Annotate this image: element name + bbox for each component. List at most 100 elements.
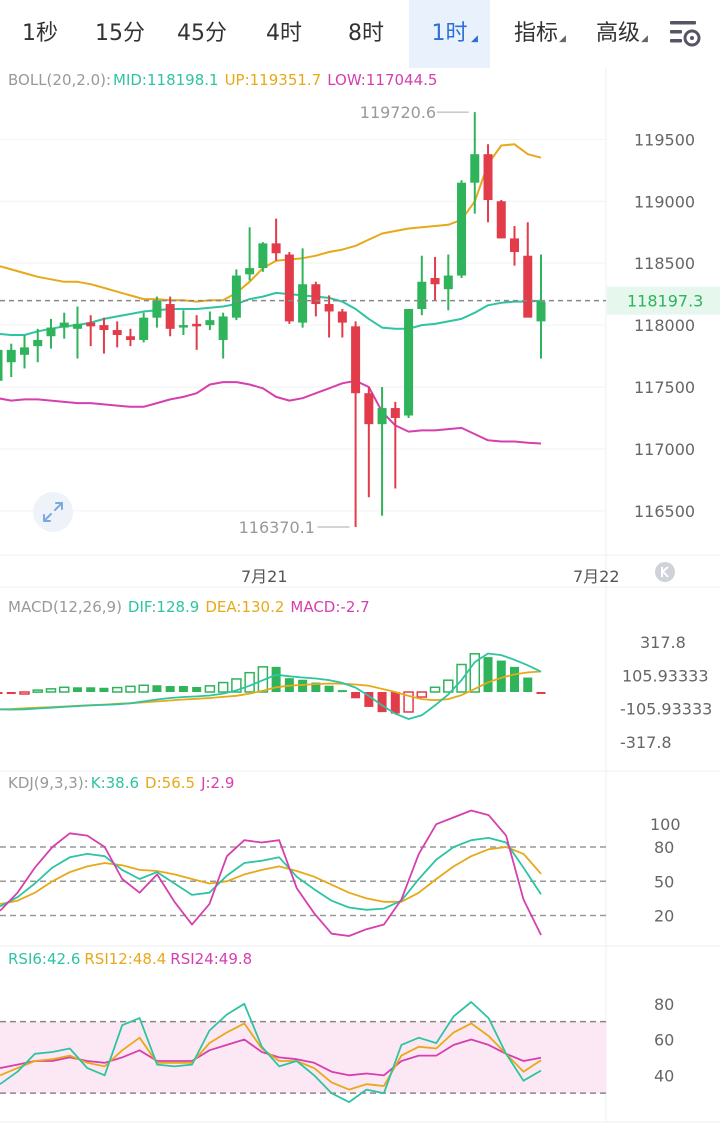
bull-candle (258, 243, 268, 269)
tab-4h[interactable]: 4时 (249, 0, 319, 68)
macd-histogram-bar (231, 678, 242, 693)
macd-histogram-bar (244, 671, 255, 693)
bear-candle (271, 243, 281, 254)
rsi12: RSI12:48.4 (84, 950, 167, 968)
boll-up: UP:119351.7 (224, 71, 322, 89)
bull-candle (443, 275, 453, 290)
bull-candle (59, 322, 69, 328)
current-price-tag (607, 286, 720, 315)
macd-axis-label: -317.8 (620, 733, 672, 752)
bull-candle (377, 408, 387, 425)
macd-histogram-bar (204, 685, 216, 693)
macd-histogram-bar (390, 692, 400, 714)
macd-axis-label: 105.93333 (622, 666, 709, 685)
macd-histogram-bar (6, 692, 16, 694)
macd-histogram-bar (403, 691, 414, 713)
kdj-d-line (0, 846, 542, 905)
bear-candle (125, 336, 135, 340)
tab-label: 15分 (95, 21, 145, 46)
price-axis-label: 118500 (634, 254, 695, 273)
bear-candle (510, 238, 520, 253)
k-logo-icon (655, 562, 675, 582)
macd-histogram-bar (456, 663, 467, 693)
bull-candle (457, 182, 467, 276)
kdj-j: J:2.9 (201, 774, 235, 792)
tab-1s[interactable]: 1秒 (5, 0, 75, 68)
macd-dif-line (0, 652, 542, 720)
bull-candle (19, 347, 29, 355)
macd-histogram-bar (138, 684, 149, 693)
bear-candle (390, 408, 400, 418)
expand-chart-button[interactable] (33, 492, 73, 532)
bear-candle (165, 304, 175, 329)
rsi6: RSI6:42.6 (8, 950, 81, 968)
bull-candle (6, 349, 16, 363)
bear-candle (483, 154, 493, 201)
macd-histogram-bar (165, 686, 175, 692)
bull-candle (470, 154, 480, 183)
bear-candle (324, 304, 334, 312)
tab-label: 1秒 (22, 21, 58, 46)
macd-histogram-bar (19, 691, 30, 695)
macd-histogram-bar (0, 692, 3, 694)
macd-histogram-bar (58, 686, 70, 693)
kdj-axis-label: 80 (654, 838, 674, 857)
bull-candle (152, 300, 162, 318)
macd-histogram-bar (337, 690, 347, 693)
tab-15m[interactable]: 15分 (84, 0, 156, 68)
macd-name: MACD(12,26,9) (8, 598, 122, 616)
macd-histogram-bar (469, 653, 481, 693)
rsi-axis-label: 40 (654, 1066, 674, 1085)
rsi-legend: RSI6:42.6 RSI12:48.4 RSI24:49.8 (8, 950, 258, 968)
bull-candle (72, 323, 82, 329)
tab-8h[interactable]: 8时 (331, 0, 401, 68)
price-axis-label: 116500 (634, 502, 695, 521)
macd-histogram-bar (496, 660, 506, 692)
macd-value: MACD:-2.7 (290, 598, 370, 616)
tab-label: 高级 (595, 21, 640, 46)
macd-histogram-bar (324, 685, 334, 692)
macd-histogram-bar (364, 692, 374, 707)
rsi-band-fill (0, 1021, 606, 1094)
bear-candle (364, 393, 374, 425)
boll-name: BOLL(20,2.0): (8, 71, 112, 89)
min-price-label: 116370.1 (239, 518, 315, 537)
macd-histogram-bar (45, 688, 57, 693)
bull-candle (0, 349, 3, 381)
macd-legend: MACD(12,26,9) DIF:128.9 DEA:130.2 MACD:-2.7 (8, 598, 376, 616)
dropdown-arrow-icon: ◢ (559, 34, 566, 44)
rsi24: RSI24:49.8 (170, 950, 253, 968)
bull-candle (205, 320, 215, 326)
chart-settings-icon[interactable] (667, 18, 703, 50)
bear-candle (337, 311, 347, 323)
boll-upper-band (0, 143, 542, 303)
tab-label: 45分 (177, 21, 227, 46)
macd-histogram-bar (125, 685, 136, 693)
tab-45m[interactable]: 45分 (166, 0, 238, 68)
kdj-legend: KDJ(9,3,3): K:38.6 D:56.5 J:2.9 (8, 774, 240, 792)
bear-candle (86, 322, 96, 327)
macd-histogram-bar (271, 666, 281, 692)
tab-1h[interactable]: 1时 ◢ (409, 0, 490, 68)
macd-histogram-bar (111, 686, 123, 693)
price-axis-label: 117000 (634, 440, 695, 459)
kdj-axis-label: 20 (654, 906, 674, 925)
bull-candle (417, 281, 427, 309)
macd-axis-label: -105.93333 (620, 700, 712, 719)
bear-candle (351, 326, 361, 394)
rsi-axis-label: 60 (654, 1031, 674, 1050)
macd-dea: DEA:130.2 (205, 598, 285, 616)
macd-histogram-bar (217, 681, 229, 693)
timeframe-tab-bar: 1秒 15分 45分 4时 8时 1时 ◢ 指标 ◢ 高级 ◢ (0, 0, 720, 68)
kdj-axis-label: 50 (654, 872, 674, 891)
tab-indicators[interactable]: 指标 ◢ (500, 0, 572, 68)
macd-histogram-bar (523, 677, 533, 692)
macd-histogram-bar (99, 687, 109, 692)
tab-advanced[interactable]: 高级 ◢ (582, 0, 654, 68)
rsi-axis-label: 80 (654, 995, 674, 1014)
kdj-axis-label: 100 (650, 815, 681, 834)
macd-histogram-bar (483, 657, 493, 692)
bear-candle (496, 201, 506, 239)
macd-histogram-bar (152, 685, 162, 692)
